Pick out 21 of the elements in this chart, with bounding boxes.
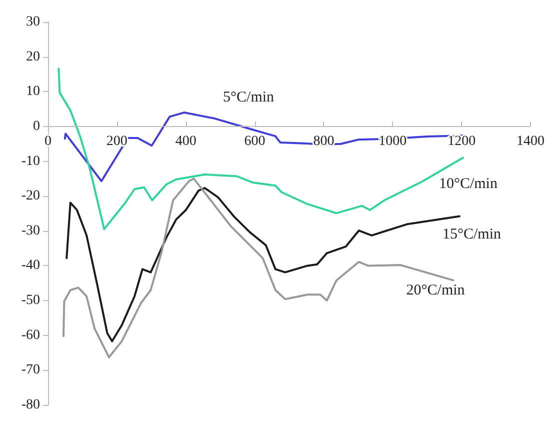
y-tick-label: -80	[21, 398, 40, 412]
x-tick-label: 1200	[448, 134, 476, 149]
y-tick-label: -60	[21, 328, 40, 343]
y-tick-label: -70	[21, 362, 40, 378]
series-label: 20°C/min	[406, 282, 466, 298]
y-tick-label: 10	[26, 84, 40, 100]
x-tick-label: 0	[44, 134, 52, 149]
y-tick-label: -50	[21, 293, 40, 308]
series-label: 5°C/min	[223, 90, 275, 106]
series-label: 10°C/min	[438, 176, 498, 192]
y-tick-label: -10	[21, 154, 40, 169]
y-tick-label: 0	[33, 118, 40, 134]
y-tick-label: -30	[21, 223, 40, 238]
x-tick-label: 1400	[516, 134, 544, 149]
y-tick-label: -20	[21, 188, 40, 204]
series-label: 15°C/min	[442, 226, 502, 242]
x-tick-label: 400	[175, 134, 196, 149]
y-tick-label: 30	[26, 14, 40, 30]
x-tick-label: 600	[244, 134, 266, 149]
y-tick-label: 20	[26, 49, 40, 64]
y-tick-label: -40	[21, 258, 40, 274]
